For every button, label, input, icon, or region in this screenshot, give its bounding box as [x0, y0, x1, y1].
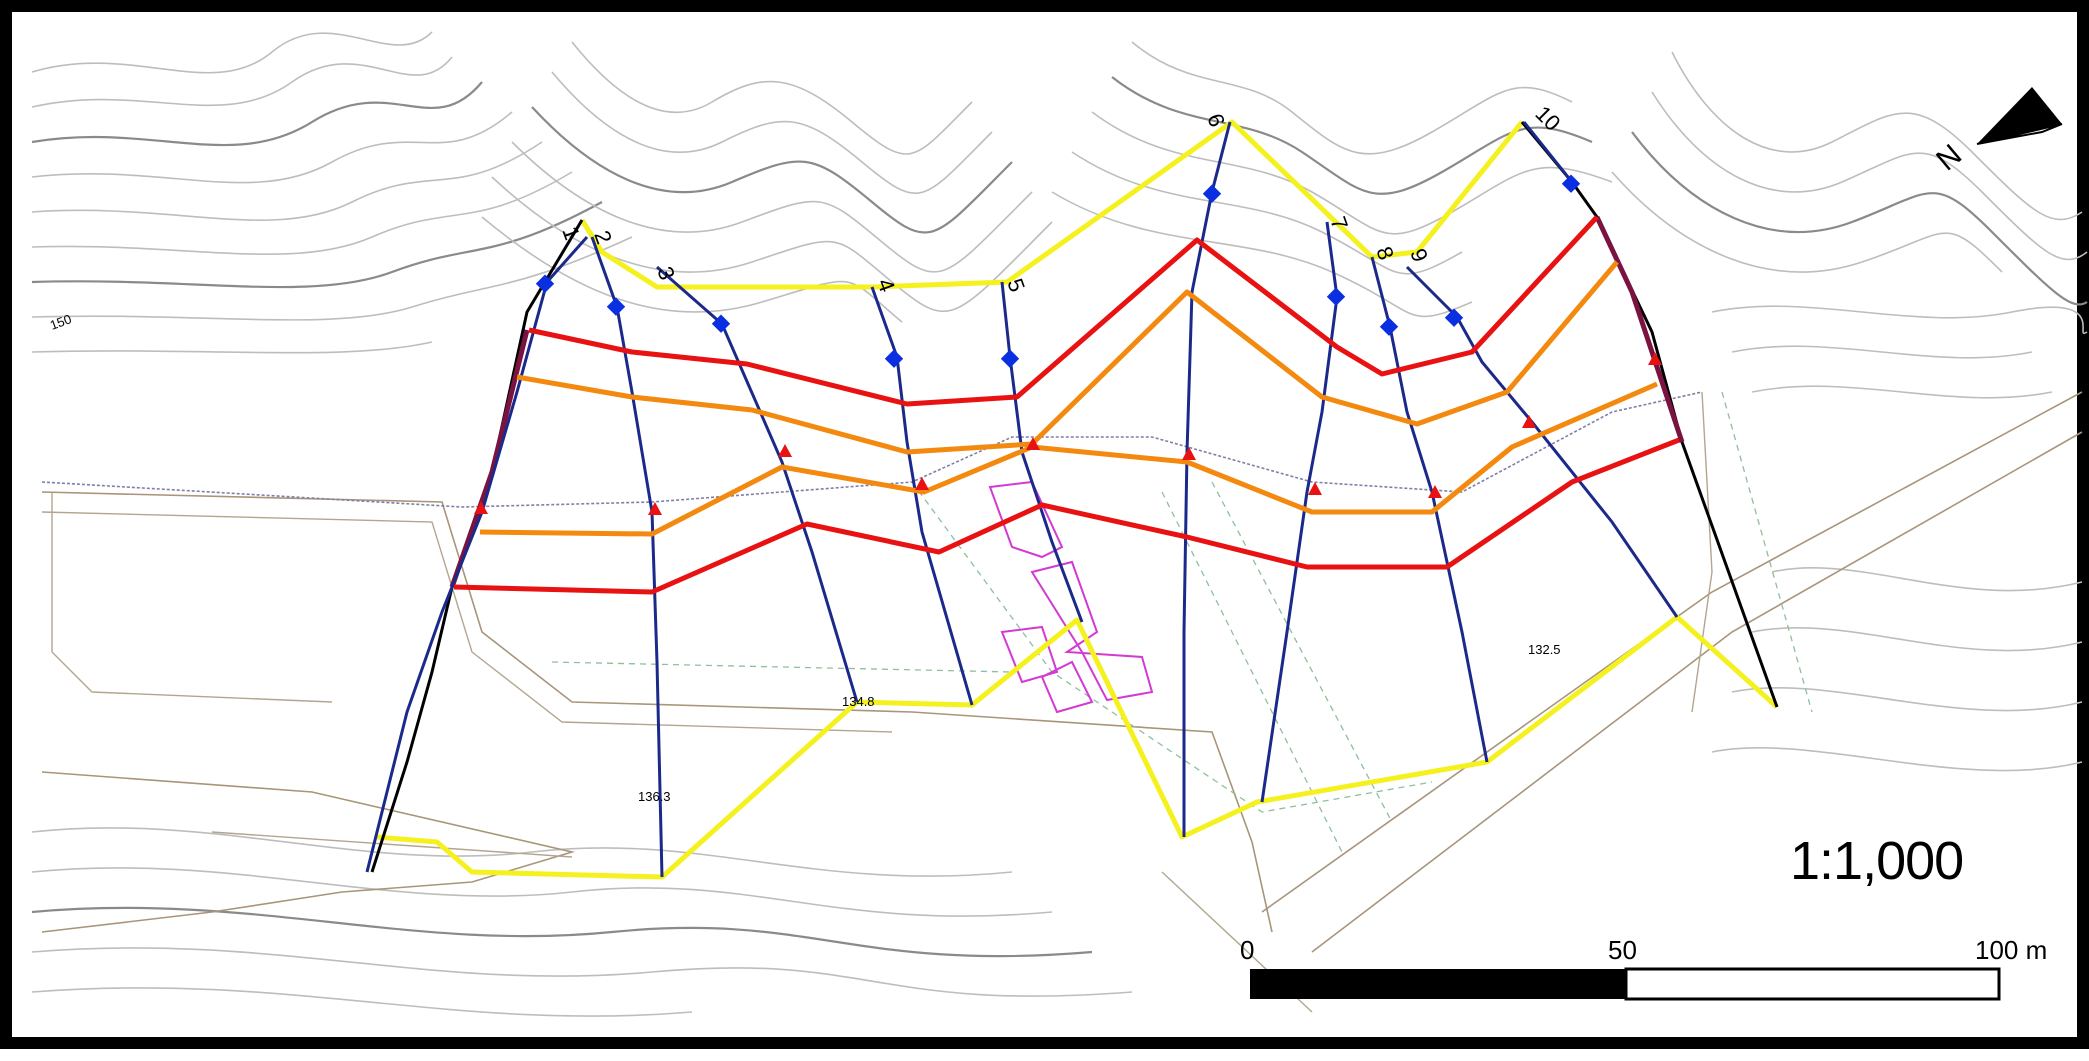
marker-red: [648, 502, 662, 515]
scale-tick-0: 0: [1240, 935, 1254, 965]
profile-label-9: 9: [1405, 245, 1433, 265]
marker-blue: [1379, 317, 1399, 336]
profile-label-4: 4: [872, 275, 900, 295]
scale-bar-white-segment: [1624, 967, 2001, 1001]
profile-label-3: 3: [652, 263, 680, 283]
monitoring-markers-red[interactable]: [474, 352, 1662, 515]
marker-blue: [1444, 308, 1464, 327]
marker-red: [1648, 352, 1662, 365]
elevation-label: 132.5: [1528, 642, 1561, 657]
marker-red: [915, 477, 929, 490]
boundary-yellow-top: [579, 119, 1524, 290]
north-label: N: [1930, 138, 1968, 177]
monitoring-markers-blue[interactable]: [535, 174, 1581, 368]
marker-red: [1308, 482, 1322, 495]
elevation-label: 136.3: [638, 789, 671, 804]
zone-line-red-upper: [528, 215, 1599, 407]
elevation-label: 150: [48, 311, 74, 333]
marker-blue: [711, 314, 731, 333]
zone-line-red-lower: [453, 437, 1680, 595]
boundary-yellow-bottom: [376, 614, 1779, 880]
marker-red: [1522, 415, 1536, 428]
map-canvas[interactable]: 1 2 3 4 5 6 7 8 9 10 150 134.8 136.3 132…: [12, 12, 2089, 1061]
marker-blue: [1000, 349, 1020, 368]
marker-red: [1182, 447, 1196, 460]
north-arrow-icon: [1977, 87, 2062, 144]
contour-lines: [31, 31, 2088, 1017]
marker-red: [778, 444, 792, 457]
profile-label-2: 2: [589, 227, 617, 247]
profile-label-5: 5: [1002, 275, 1030, 295]
scale-ratio: 1:1,000: [1790, 831, 1963, 891]
marker-red: [474, 501, 488, 514]
marker-blue: [535, 274, 555, 293]
scale-tick-100: 100 m: [1975, 935, 2047, 965]
marker-blue: [606, 297, 626, 316]
marker-red: [1428, 485, 1442, 498]
marker-blue: [884, 349, 904, 368]
scale-tick-50: 50: [1608, 935, 1637, 965]
scale-bar: 0 50 100 m: [1240, 935, 2047, 1001]
boundary-left: [370, 219, 584, 873]
zone-line-orange-lower: [479, 381, 1658, 537]
marker-blue: [1326, 287, 1346, 306]
marker-red: [1026, 437, 1040, 450]
elevation-labels: 150 134.8 136.3 132.5: [48, 311, 1561, 804]
marker-blue: [1202, 184, 1222, 203]
scale-bar-black-segment: [1250, 969, 1626, 999]
zone-line-orange-upper: [516, 260, 1619, 455]
retaining-wall-line: [41, 391, 1703, 508]
boundary-left-purple: [449, 329, 530, 588]
marker-blue: [1561, 174, 1581, 193]
boundary-right-purple: [1594, 215, 1685, 443]
elevation-label: 134.8: [842, 694, 875, 709]
profile-label-8: 8: [1371, 243, 1399, 263]
building-outlines: [988, 480, 1154, 714]
